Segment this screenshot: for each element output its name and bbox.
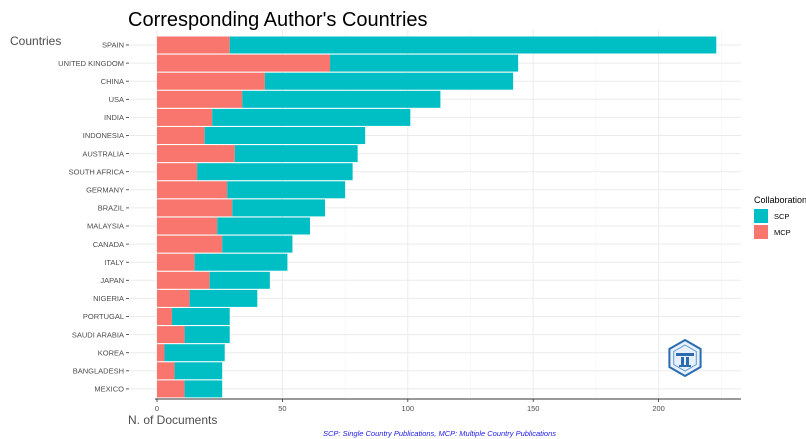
bar-mcp (157, 380, 185, 398)
bar-scp (229, 36, 717, 54)
chart-caption: SCP: Single Country Publications, MCP: M… (323, 429, 556, 438)
legend-label-mcp: MCP (774, 228, 791, 237)
bar-scp (197, 163, 353, 181)
bar-mcp (157, 163, 198, 181)
y-tick-label: NIGERIA (93, 294, 124, 303)
y-tick-label: CANADA (93, 240, 124, 249)
y-tick-label: JAPAN (100, 276, 124, 285)
bar-scp (189, 289, 258, 307)
y-tick-label: AUSTRALIA (82, 149, 124, 158)
y-tick-label: PORTUGAL (83, 312, 124, 321)
legend-swatch-mcp (754, 225, 768, 239)
bar-scp (164, 344, 225, 362)
y-tick-label: INDIA (104, 113, 124, 122)
y-tick-label: KOREA (98, 348, 124, 357)
bar-scp (217, 217, 310, 235)
x-tick-label: 200 (652, 404, 665, 413)
bar-mcp (157, 199, 233, 217)
bibliometrix-logo-icon (668, 338, 702, 378)
bar-mcp (157, 181, 228, 199)
bar-scp (232, 199, 326, 217)
y-tick-label: CHINA (101, 77, 124, 86)
legend: Collaboration SCP MCP (754, 195, 806, 239)
y-axis: SPAIN UNITED KINGDOM CHINA USA INDIA INDONESI… (58, 41, 129, 394)
bar-scp (222, 235, 293, 253)
bar-mcp (157, 271, 210, 289)
legend-title: Collaboration (754, 195, 806, 205)
y-tick-label: INDONESIA (83, 131, 124, 140)
bar-scp (184, 326, 230, 344)
y-tick-label: MALAYSIA (87, 222, 124, 231)
bars (157, 36, 717, 398)
legend-label-scp: SCP (774, 212, 789, 221)
y-tick-label: SOUTH AFRICA (69, 167, 124, 176)
y-tick-label: ITALY (104, 258, 124, 267)
bar-mcp (157, 235, 223, 253)
bar-mcp (157, 253, 195, 271)
y-tick-label: UNITED KINGDOM (58, 59, 124, 68)
bar-mcp (157, 326, 185, 344)
bar-scp (264, 72, 514, 90)
y-tick-label: BANGLADESH (73, 367, 124, 376)
x-tick-label: 50 (278, 404, 286, 413)
bar-scp (204, 127, 366, 144)
bar-scp (194, 253, 288, 271)
x-tick-label: 100 (402, 404, 415, 413)
y-tick-label: SAUDI ARABIA (72, 330, 124, 339)
bar-scp (330, 54, 519, 72)
bar-mcp (157, 362, 175, 380)
legend-swatch-scp (754, 209, 768, 223)
x-axis-title: N. of Documents (128, 413, 217, 427)
bar-mcp (157, 217, 218, 235)
bar-scp (184, 380, 223, 398)
bar-scp (174, 362, 223, 380)
bar-mcp (157, 72, 265, 90)
bar-scp (242, 90, 441, 108)
bar-mcp (157, 108, 213, 126)
bar-scp (227, 181, 346, 199)
bar-scp (212, 108, 411, 126)
bar-mcp (157, 36, 230, 54)
x-axis-ticks: 0 50 100 150 200 (155, 399, 665, 413)
bar-scp (209, 271, 270, 289)
bar-mcp (157, 90, 243, 108)
x-tick-label: 150 (527, 404, 540, 413)
bar-mcp (157, 145, 235, 163)
y-tick-label: BRAZIL (98, 204, 124, 213)
bar-scp (234, 145, 358, 163)
y-tick-label: MEXICO (94, 385, 124, 394)
y-tick-label: GERMANY (86, 186, 124, 195)
bar-scp (172, 308, 230, 325)
bar-mcp (157, 127, 205, 144)
x-tick-label: 0 (155, 404, 159, 413)
y-tick-label: USA (109, 95, 124, 104)
bar-mcp (157, 289, 190, 307)
bar-mcp (157, 344, 165, 362)
chart-title: Corresponding Author's Countries (128, 9, 428, 31)
bar-mcp (157, 54, 331, 72)
y-tick-label: SPAIN (102, 41, 124, 50)
y-axis-title: Countries (10, 34, 61, 48)
bar-mcp (157, 308, 173, 325)
